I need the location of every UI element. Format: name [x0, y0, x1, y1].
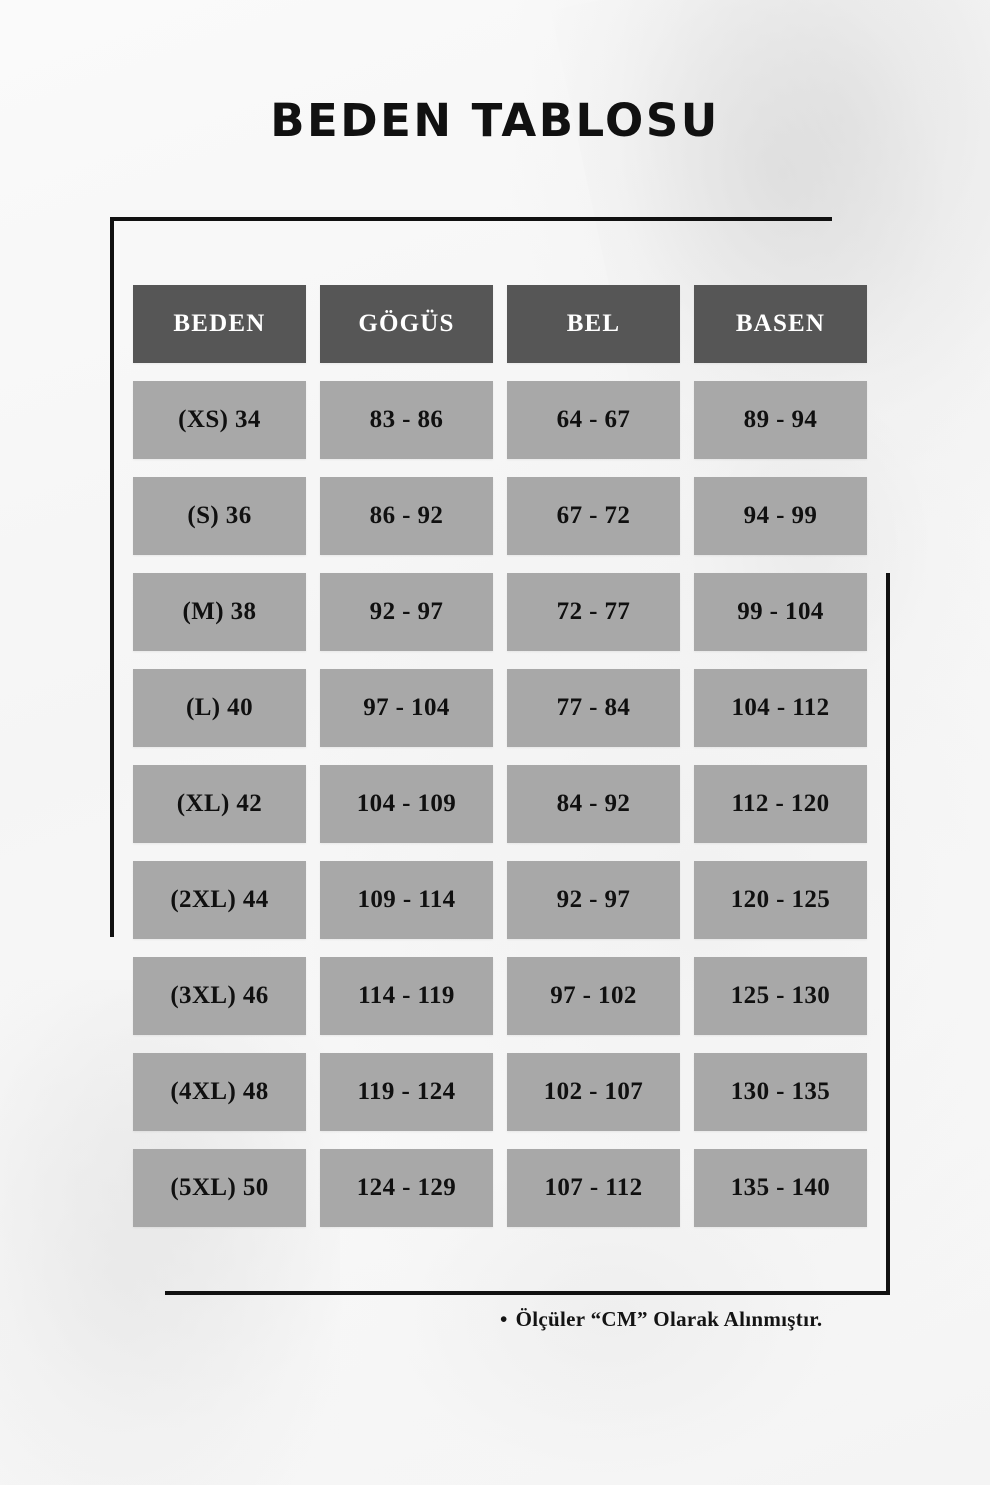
corner-bracket-top-vertical [110, 217, 114, 937]
table-cell-size: (5XL) 50 [133, 1149, 306, 1227]
table-cell-waist: 77 - 84 [507, 669, 680, 747]
footnote-text: Ölçüler “CM” Olarak Alınmıştır. [515, 1307, 823, 1331]
table-cell-size: (4XL) 48 [133, 1053, 306, 1131]
table-cell-chest: 97 - 104 [320, 669, 493, 747]
table-cell-size: (M) 38 [133, 573, 306, 651]
table-cell-waist: 84 - 92 [507, 765, 680, 843]
bullet-icon: • [500, 1307, 508, 1331]
corner-bracket-bottom-horizontal [165, 1291, 890, 1295]
corner-bracket-bottom-vertical [886, 573, 890, 1295]
table-header-size: BEDEN [133, 285, 306, 363]
table-cell-hip: 135 - 140 [694, 1149, 867, 1227]
table-cell-size: (3XL) 46 [133, 957, 306, 1035]
table-cell-hip: 94 - 99 [694, 477, 867, 555]
table-cell-chest: 92 - 97 [320, 573, 493, 651]
table-cell-chest: 104 - 109 [320, 765, 493, 843]
table-cell-waist: 97 - 102 [507, 957, 680, 1035]
table-cell-hip: 99 - 104 [694, 573, 867, 651]
table-cell-waist: 67 - 72 [507, 477, 680, 555]
table-cell-hip: 112 - 120 [694, 765, 867, 843]
table-cell-chest: 86 - 92 [320, 477, 493, 555]
size-table: BEDEN GÖGÜS BEL BASEN (XS) 34 83 - 86 64 - 67 8… [133, 285, 869, 1227]
table-cell-size: (2XL) 44 [133, 861, 306, 939]
table-cell-waist: 107 - 112 [507, 1149, 680, 1227]
table-cell-hip: 120 - 125 [694, 861, 867, 939]
table-cell-chest: 114 - 119 [320, 957, 493, 1035]
table-cell-chest: 83 - 86 [320, 381, 493, 459]
table-cell-size: (XS) 34 [133, 381, 306, 459]
table-cell-chest: 109 - 114 [320, 861, 493, 939]
table-cell-hip: 104 - 112 [694, 669, 867, 747]
table-cell-chest: 119 - 124 [320, 1053, 493, 1131]
table-cell-size: (XL) 42 [133, 765, 306, 843]
table-header-waist: BEL [507, 285, 680, 363]
table-cell-size: (S) 36 [133, 477, 306, 555]
table-cell-hip: 130 - 135 [694, 1053, 867, 1131]
table-cell-hip: 89 - 94 [694, 381, 867, 459]
table-header-chest: GÖGÜS [320, 285, 493, 363]
table-cell-hip: 125 - 130 [694, 957, 867, 1035]
table-cell-waist: 102 - 107 [507, 1053, 680, 1131]
table-cell-chest: 124 - 129 [320, 1149, 493, 1227]
table-cell-waist: 72 - 77 [507, 573, 680, 651]
table-header-hip: BASEN [694, 285, 867, 363]
table-cell-size: (L) 40 [133, 669, 306, 747]
corner-bracket-top-horizontal [110, 217, 832, 221]
footnote: • Ölçüler “CM” Olarak Alınmıştır. [500, 1307, 822, 1332]
page-title: BEDEN TABLOSU [270, 94, 720, 147]
table-cell-waist: 64 - 67 [507, 381, 680, 459]
table-cell-waist: 92 - 97 [507, 861, 680, 939]
